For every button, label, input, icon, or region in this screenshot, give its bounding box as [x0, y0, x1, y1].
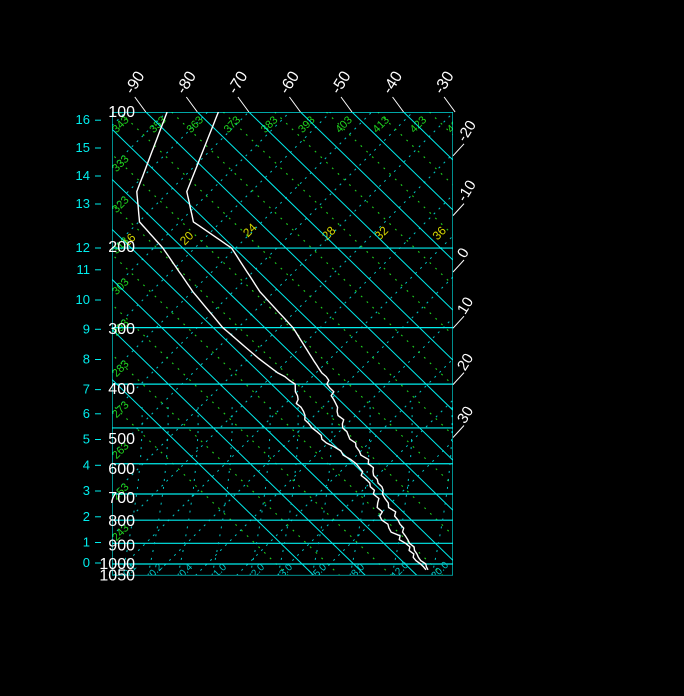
svg-text:1: 1	[83, 535, 90, 550]
svg-text:200: 200	[108, 239, 135, 256]
svg-text:6: 6	[83, 406, 90, 421]
svg-text:12: 12	[76, 240, 90, 255]
svg-text:0: 0	[83, 555, 90, 570]
svg-text:700: 700	[108, 490, 135, 507]
svg-text:4: 4	[83, 457, 90, 472]
svg-text:100: 100	[108, 104, 135, 121]
svg-text:13: 13	[76, 196, 90, 211]
svg-text:9: 9	[83, 321, 90, 336]
svg-text:1050: 1050	[99, 568, 135, 585]
svg-text:2: 2	[83, 509, 90, 524]
svg-text:600: 600	[108, 461, 135, 478]
svg-text:8: 8	[83, 352, 90, 367]
svg-text:11: 11	[77, 262, 91, 277]
svg-text:400: 400	[108, 381, 135, 398]
svg-text:16: 16	[76, 112, 90, 127]
svg-text:5: 5	[83, 432, 90, 447]
svg-text:3: 3	[83, 483, 90, 498]
svg-text:14: 14	[76, 168, 90, 183]
svg-text:15: 15	[76, 140, 90, 155]
svg-text:500: 500	[108, 431, 135, 448]
svg-text:300: 300	[108, 321, 135, 338]
svg-text:7: 7	[83, 382, 90, 397]
svg-text:10: 10	[76, 292, 90, 307]
svg-text:800: 800	[108, 513, 135, 530]
svg-text:900: 900	[108, 538, 135, 555]
